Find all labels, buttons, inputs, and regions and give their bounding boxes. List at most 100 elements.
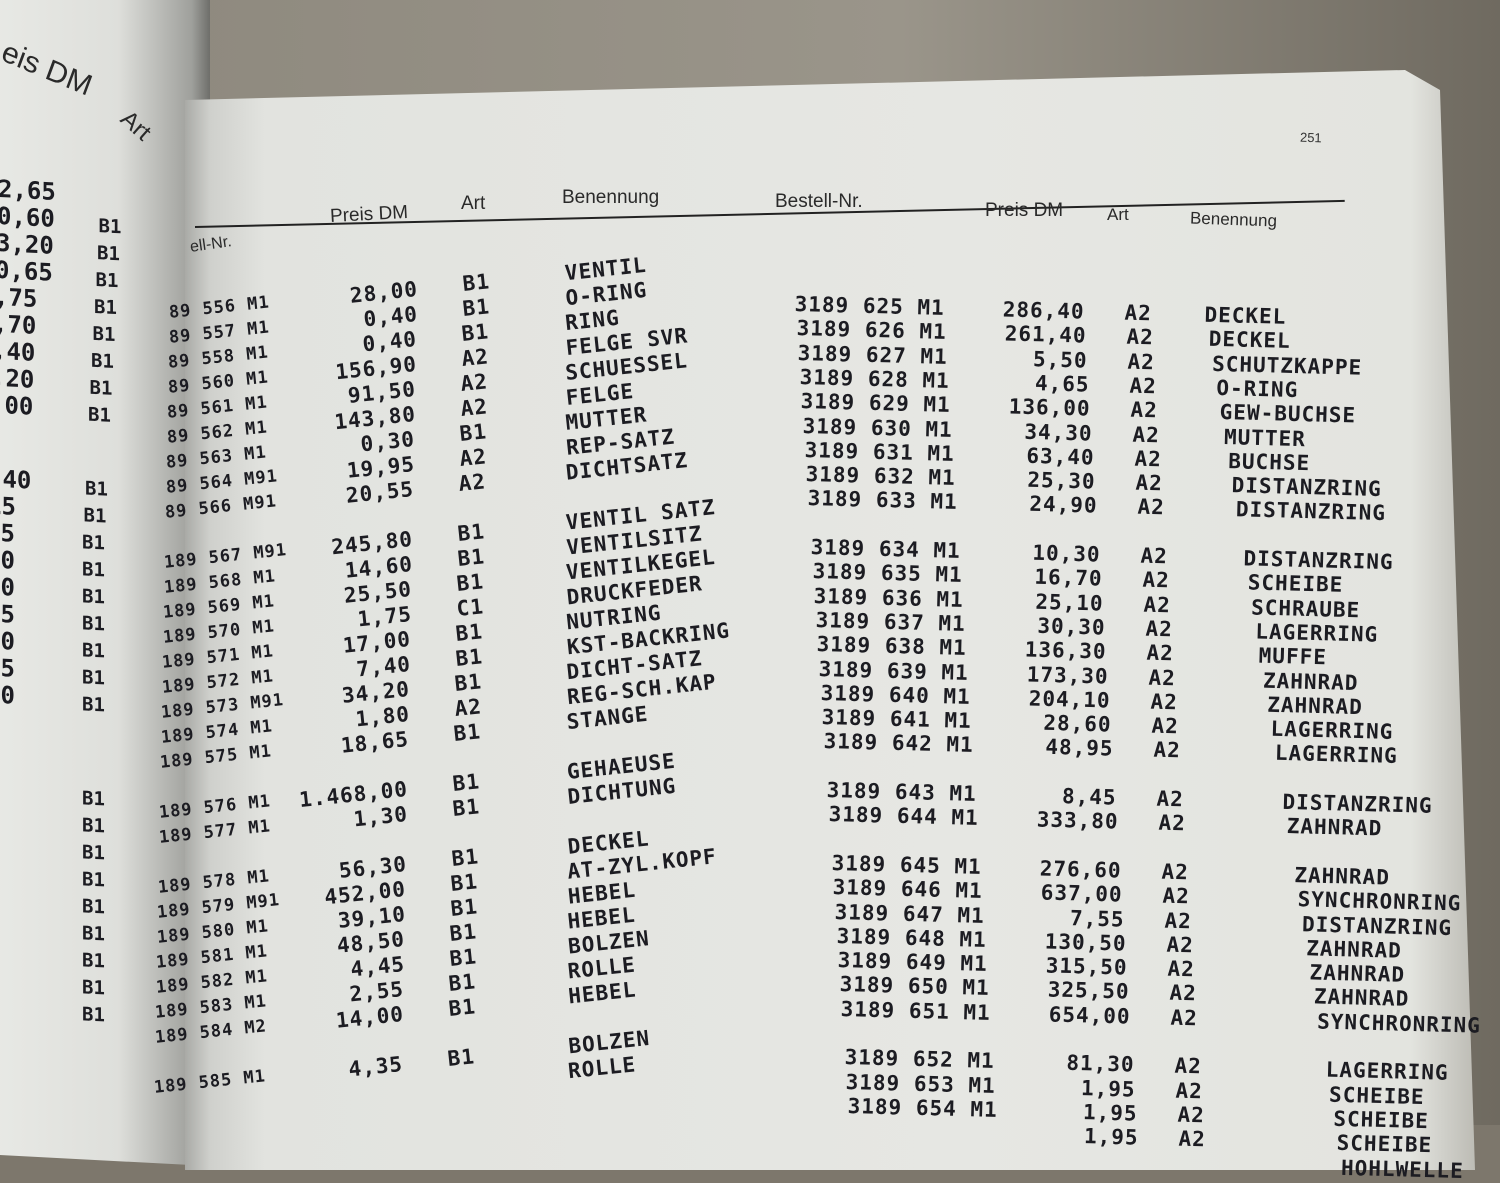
type-code: B1 [446, 1044, 476, 1071]
left-page-art: B1 [82, 612, 105, 635]
type-code: B1 [451, 794, 481, 821]
price: 173,30 [968, 660, 1109, 688]
price: 4,65 [949, 369, 1090, 397]
left-page-price: 40 [0, 626, 15, 656]
type-code: A2 [1142, 568, 1170, 593]
left-page-price: 15 [0, 491, 16, 521]
left-page-price: 70 [0, 572, 15, 602]
description: SCHUTZKAPPE [1212, 351, 1363, 379]
left-page-price: 0,60 [0, 202, 55, 233]
part-number: 3189 646 M1 [833, 875, 984, 903]
left-page-art: B1 [82, 814, 105, 837]
description: DECKEL [1204, 303, 1286, 329]
price: 16,70 [962, 563, 1103, 591]
type-code: B1 [460, 319, 490, 346]
header-benennung-left: Benennung [562, 187, 659, 209]
left-page-price: ,75 [0, 283, 37, 313]
type-code: A2 [1134, 446, 1162, 471]
price: 30,30 [965, 612, 1106, 640]
type-code: B1 [449, 894, 479, 921]
type-code: A2 [1174, 1054, 1202, 1079]
part-number: 3189 644 M1 [828, 802, 979, 830]
type-code: A2 [1132, 422, 1160, 447]
part-number: 3189 653 M1 [846, 1070, 997, 1098]
left-page-price: 65 [0, 518, 15, 548]
part-number: 3189 652 M1 [844, 1045, 995, 1073]
part-number: 3189 627 M1 [798, 341, 949, 369]
description: SCHEIBE [1247, 571, 1343, 597]
left-page-art: B1 [94, 296, 117, 319]
type-code: A2 [1164, 908, 1192, 933]
type-code: B1 [456, 519, 486, 546]
left-page-art: B1 [99, 215, 122, 238]
left-page-art: B1 [82, 976, 105, 999]
price: 48,95 [973, 733, 1114, 761]
header-benennung-right: Benennung [1190, 208, 1278, 231]
description: ZAHNRAD [1313, 985, 1409, 1011]
left-page-art: B1 [82, 922, 105, 945]
part-number: 3189 630 M1 [802, 414, 953, 442]
type-code: A2 [1137, 495, 1165, 520]
left-page-price: ,40 [0, 337, 35, 367]
left-page-art: B1 [91, 350, 114, 373]
description: DECKEL [1208, 327, 1290, 353]
type-code: A2 [1131, 398, 1159, 423]
description: SYNCHRONRING [1317, 1009, 1481, 1037]
type-code: A2 [1143, 592, 1171, 617]
left-page-art: B1 [82, 868, 105, 891]
type-code: A2 [1153, 738, 1181, 763]
description: BUCHSE [1228, 449, 1310, 475]
type-code: A2 [1124, 301, 1152, 326]
left-page-art: B1 [82, 841, 105, 864]
part-number: 3189 650 M1 [839, 972, 990, 1000]
description: GEW-BUCHSE [1220, 400, 1357, 428]
type-code: B1 [450, 844, 480, 871]
description: ZAHNRAD [1306, 936, 1402, 962]
left-page-art: B1 [82, 585, 105, 608]
price: 1,95 [999, 1122, 1140, 1150]
type-code: A2 [1179, 1127, 1207, 1152]
price: 7,55 [984, 903, 1125, 931]
type-code: A2 [1161, 860, 1189, 885]
price: 654,00 [991, 1001, 1132, 1029]
page-number: 251 [1300, 130, 1322, 146]
left-page-price: 3,20 [0, 229, 54, 260]
type-code: A2 [1151, 714, 1179, 739]
type-code: B1 [458, 419, 488, 446]
description: ZAHNRAD [1267, 692, 1363, 718]
price: 637,00 [983, 879, 1124, 907]
left-page-header-art: Art [115, 105, 156, 146]
type-code: B1 [451, 769, 481, 796]
left-page-art: B1 [82, 531, 105, 554]
header-preis-left: Preis DM [329, 202, 408, 228]
part-number: 3189 642 M1 [823, 729, 974, 757]
left-page-art: B1 [82, 949, 105, 972]
description: LAGERRING [1270, 717, 1393, 744]
type-code: A2 [1156, 787, 1184, 812]
left-page-header-preis: eis DM [0, 36, 96, 104]
type-code: B1 [454, 619, 484, 646]
description: LAGERRING [1274, 741, 1397, 768]
price: 136,00 [951, 393, 1092, 421]
price: 25,10 [964, 588, 1105, 616]
description: SCHEIBE [1333, 1107, 1429, 1133]
price: 63,40 [954, 442, 1095, 470]
type-code: A2 [1147, 641, 1175, 666]
type-code: C1 [455, 594, 485, 621]
part-number: 3189 639 M1 [818, 657, 969, 685]
price: 130,50 [986, 928, 1127, 956]
description: ZAHNRAD [1263, 668, 1359, 694]
part-number: 3189 636 M1 [814, 584, 965, 612]
left-page-art: B1 [82, 558, 105, 581]
left-page-price: 2,65 [0, 175, 56, 206]
part-number: 3189 640 M1 [820, 681, 971, 709]
price: 81,30 [994, 1049, 1135, 1077]
left-page-art: B1 [97, 242, 120, 265]
type-code: B1 [447, 994, 477, 1021]
price: 5,50 [948, 345, 1089, 373]
type-code: A2 [1169, 981, 1197, 1006]
left-page-art: B1 [82, 639, 105, 662]
type-code: A2 [1177, 1103, 1205, 1128]
type-code: A2 [1171, 1005, 1199, 1030]
header-art-right: Art [1107, 205, 1129, 225]
